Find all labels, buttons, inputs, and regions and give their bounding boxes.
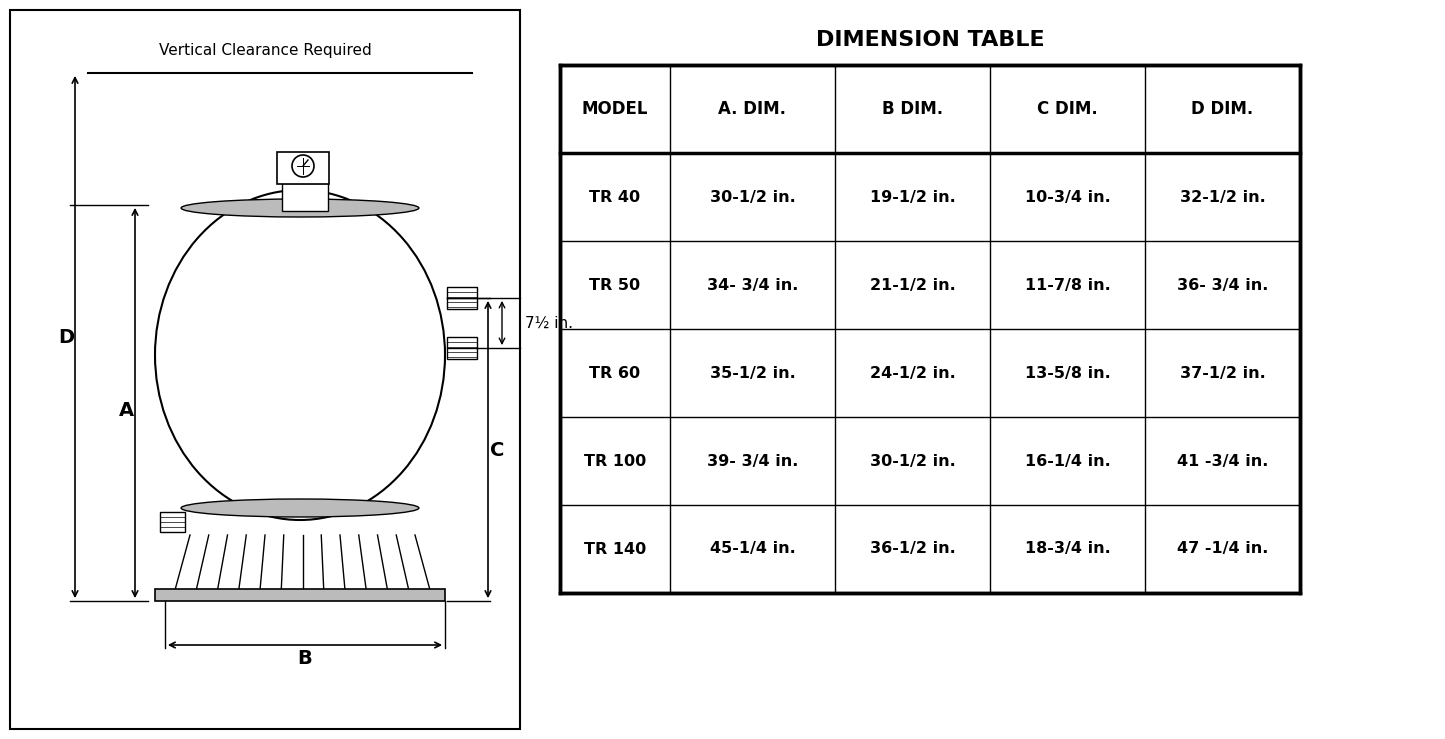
- Text: D: D: [58, 327, 74, 347]
- Text: 30-1/2 in.: 30-1/2 in.: [870, 454, 955, 469]
- Text: D DIM.: D DIM.: [1191, 100, 1254, 118]
- Bar: [160, 512, 185, 532]
- Text: TR 40: TR 40: [590, 189, 640, 205]
- Text: 45-1/4 in.: 45-1/4 in.: [709, 542, 795, 556]
- Text: 35-1/2 in.: 35-1/2 in.: [709, 366, 795, 381]
- Bar: [561, 65, 1300, 593]
- Text: 18-3/4 in.: 18-3/4 in.: [1025, 542, 1110, 556]
- Text: 47 -1/4 in.: 47 -1/4 in.: [1176, 542, 1269, 556]
- Text: B: B: [298, 649, 312, 667]
- Ellipse shape: [155, 190, 445, 520]
- Ellipse shape: [181, 199, 419, 217]
- Bar: [447, 337, 477, 359]
- Text: 30-1/2 in.: 30-1/2 in.: [709, 189, 795, 205]
- Circle shape: [292, 155, 314, 177]
- Text: 7½ in.: 7½ in.: [525, 316, 574, 330]
- Text: B DIM.: B DIM.: [881, 100, 944, 118]
- Text: C DIM.: C DIM.: [1038, 100, 1098, 118]
- Text: A: A: [118, 401, 133, 420]
- Bar: [447, 287, 477, 309]
- Text: TR 140: TR 140: [584, 542, 646, 556]
- Text: 16-1/4 in.: 16-1/4 in.: [1025, 454, 1110, 469]
- Bar: [282, 183, 328, 211]
- Text: TR 50: TR 50: [590, 278, 640, 293]
- Bar: [10, 10, 520, 729]
- Text: TR 60: TR 60: [590, 366, 640, 381]
- Bar: [155, 589, 445, 601]
- Text: 19-1/2 in.: 19-1/2 in.: [870, 189, 955, 205]
- Text: 32-1/2 in.: 32-1/2 in.: [1179, 189, 1266, 205]
- Text: 34- 3/4 in.: 34- 3/4 in.: [707, 278, 798, 293]
- Text: MODEL: MODEL: [582, 100, 649, 118]
- Text: 39- 3/4 in.: 39- 3/4 in.: [707, 454, 798, 469]
- Text: TR 100: TR 100: [584, 454, 646, 469]
- Ellipse shape: [181, 499, 419, 517]
- Text: A. DIM.: A. DIM.: [718, 100, 786, 118]
- Text: 36-1/2 in.: 36-1/2 in.: [870, 542, 955, 556]
- Bar: [277, 152, 329, 184]
- Text: DIMENSION TABLE: DIMENSION TABLE: [815, 30, 1045, 50]
- Text: 10-3/4 in.: 10-3/4 in.: [1025, 189, 1110, 205]
- Text: 21-1/2 in.: 21-1/2 in.: [870, 278, 955, 293]
- Text: 24-1/2 in.: 24-1/2 in.: [870, 366, 955, 381]
- Text: 11-7/8 in.: 11-7/8 in.: [1025, 278, 1110, 293]
- Text: 41 -3/4 in.: 41 -3/4 in.: [1176, 454, 1269, 469]
- Text: 37-1/2 in.: 37-1/2 in.: [1179, 366, 1266, 381]
- Text: 13-5/8 in.: 13-5/8 in.: [1025, 366, 1110, 381]
- Text: 36- 3/4 in.: 36- 3/4 in.: [1176, 278, 1269, 293]
- Text: Vertical Clearance Required: Vertical Clearance Required: [159, 43, 371, 58]
- Text: C: C: [490, 440, 504, 460]
